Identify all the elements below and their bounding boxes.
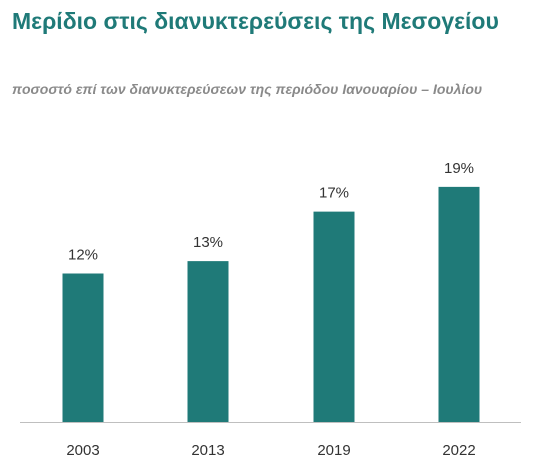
data-label-2019: 17% [319, 185, 349, 202]
x-tick-label-2013: 2013 [191, 442, 224, 459]
x-tick-label-2022: 2022 [442, 442, 475, 459]
data-label-2003: 12% [68, 247, 98, 264]
bars-layer [62, 186, 480, 422]
bar-2022 [438, 186, 480, 422]
bar-2013 [187, 261, 229, 422]
x-tick-labels-layer: 2003 2013 2019 2022 [66, 442, 475, 459]
bar-2003 [62, 273, 104, 422]
chart-subtitle: ποσοστό επί των διανυκτερεύσεων της περι… [12, 81, 483, 97]
data-label-2013: 13% [193, 234, 223, 251]
bar-2019 [313, 211, 355, 422]
x-tick-label-2003: 2003 [66, 442, 99, 459]
chart-title: Μερίδιο στις διανυκτερεύσεις της Μεσογεί… [12, 8, 499, 34]
x-tick-label-2019: 2019 [317, 442, 350, 459]
data-label-2022: 19% [444, 160, 474, 177]
data-labels-layer: 12% 13% 17% 19% [68, 160, 474, 264]
